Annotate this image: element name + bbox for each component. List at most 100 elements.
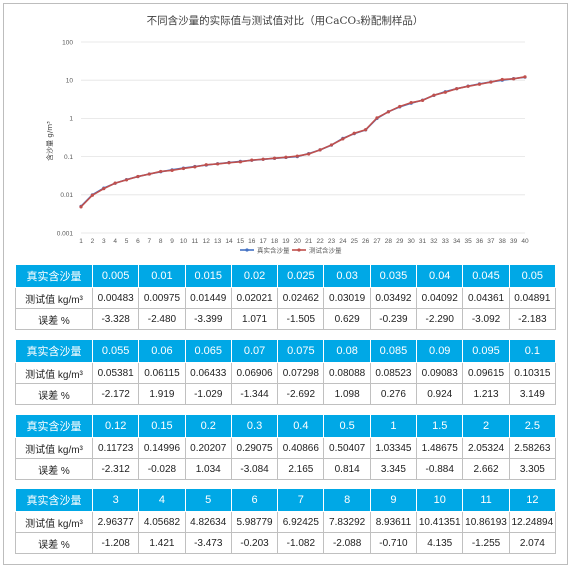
table-cell: -3.399 — [184, 308, 232, 330]
series-line — [80, 76, 526, 207]
y-tick-label: 100 — [62, 39, 73, 46]
table-cell: 0.075 — [277, 339, 325, 363]
table-cell: 0.2 — [184, 414, 232, 438]
table-cell: 0.09615 — [462, 362, 510, 384]
table-cell: 0.055 — [91, 339, 140, 363]
table-cell: -1.255 — [462, 532, 510, 554]
data-point — [124, 178, 129, 182]
table-cell: 4.135 — [416, 532, 464, 554]
table-cell: -1.082 — [277, 532, 325, 554]
y-tick-label: 0.1 — [64, 154, 73, 161]
data-point — [181, 166, 186, 171]
table-cell: 1.213 — [462, 383, 510, 405]
data-point — [216, 162, 220, 166]
table-cell: 0.01449 — [184, 287, 232, 309]
table-cell: -3.328 — [91, 308, 140, 330]
x-tick-label: 38 — [499, 238, 507, 245]
data-point — [352, 131, 356, 135]
data-point — [102, 187, 106, 191]
data-point — [250, 158, 254, 162]
x-tick-label: 33 — [442, 238, 450, 245]
y-tick-label: 0.01 — [60, 192, 73, 199]
table-cell: 0.10315 — [508, 362, 557, 384]
x-tick-label: 20 — [294, 238, 302, 245]
table-cell: 2.05324 — [462, 437, 510, 459]
table-cell: -2.290 — [416, 308, 464, 330]
table-cell: 1.071 — [230, 308, 279, 330]
table-cell: 6.92425 — [277, 511, 325, 533]
table-cell: 7.83292 — [323, 511, 371, 533]
data-point — [90, 193, 94, 197]
row-label: 真实含沙量 — [15, 488, 93, 512]
data-table-2: 真实含沙量 0.055 0.06 0.065 0.07 0.075 0.08 0.085 0.0… — [15, 339, 557, 405]
row-label: 测试值 kg/m³ — [15, 287, 93, 309]
data-point — [443, 90, 447, 94]
row-label: 真实含沙量 — [15, 264, 93, 288]
table-cell: 0.04361 — [462, 287, 510, 309]
table-cell: 0.629 — [323, 308, 371, 330]
table-cell: -1.344 — [230, 383, 279, 405]
table-cell: 2.165 — [277, 458, 325, 480]
x-tick-label: 15 — [237, 238, 245, 245]
x-tick-label: 1 — [79, 238, 83, 245]
table-cell: 0.29075 — [230, 437, 279, 459]
table-cell: 0.40866 — [277, 437, 325, 459]
table-cell: 12 — [508, 488, 557, 512]
table-cell: 2.662 — [462, 458, 510, 480]
table-cell: 7 — [277, 488, 325, 512]
table-cell: 0.05381 — [91, 362, 140, 384]
table-cell: 10.41351 — [416, 511, 464, 533]
table-cell: 0.04092 — [416, 287, 464, 309]
x-tick-label: 21 — [305, 238, 313, 245]
x-tick-label: 28 — [385, 238, 393, 245]
table-cell: -2.088 — [323, 532, 371, 554]
x-tick-label: 14 — [225, 238, 233, 245]
table-cell: 0.06115 — [138, 362, 186, 384]
y-tick-label: 10 — [66, 78, 74, 85]
true-value-row: 真实含沙量 0.005 0.01 0.015 0.02 0.025 0.03 0.035 0.0… — [15, 264, 557, 288]
true-value-row: 真实含沙量 0.055 0.06 0.065 0.07 0.075 0.08 0.085 0.0… — [15, 339, 557, 363]
table-cell: 0.01 — [138, 264, 186, 288]
y-tick-label: 1 — [69, 116, 73, 123]
data-point — [284, 155, 288, 159]
table-cell: 0.02021 — [230, 287, 279, 309]
table-cell: 0.03019 — [323, 287, 371, 309]
table-cell: 0.5 — [323, 414, 371, 438]
y-tick-label: 0.001 — [57, 230, 74, 237]
data-point — [386, 110, 390, 114]
row-label: 测试值 kg/m³ — [15, 511, 93, 533]
legend: 真实含沙量 测试含沙量 — [240, 245, 342, 254]
table-cell: -3.092 — [462, 308, 510, 330]
x-tick-label: 27 — [373, 238, 381, 245]
gridlines — [81, 41, 525, 234]
data-point — [409, 101, 413, 105]
table-cell: 0.08088 — [323, 362, 371, 384]
table-cell: 0.08523 — [369, 362, 418, 384]
data-point — [477, 82, 482, 86]
data-point — [489, 80, 493, 84]
data-point — [113, 181, 117, 185]
table-cell: 0.065 — [184, 339, 232, 363]
table-cell: 0.814 — [323, 458, 371, 480]
data-point — [295, 154, 299, 158]
x-tick-label: 31 — [419, 238, 427, 245]
table-cell: 0.02 — [230, 264, 279, 288]
x-tick-label: 32 — [430, 238, 438, 245]
error-row: 误差 % -1.208 1.421 -3.473 -0.203 -1.082 -2.088-… — [15, 532, 557, 554]
row-label: 测试值 kg/m³ — [15, 362, 93, 384]
x-tick-label: 23 — [328, 238, 336, 245]
x-tick-label: 5 — [125, 238, 129, 245]
series-1 — [79, 75, 527, 208]
x-tick-label: 37 — [487, 238, 495, 245]
x-tick-label: 8 — [159, 238, 163, 245]
x-tick-label: 30 — [408, 238, 416, 245]
data-point — [455, 87, 459, 91]
table-cell: -1.505 — [277, 308, 325, 330]
row-label: 真实含沙量 — [15, 414, 93, 438]
table-cell: 1.421 — [138, 532, 186, 554]
table-cell: 2 — [462, 414, 510, 438]
table-cell: 0.09 — [416, 339, 464, 363]
true-value-row: 真实含沙量 3 4 5 6 7 8 9 10 11 12 — [15, 488, 557, 512]
series-line — [80, 76, 526, 208]
table-cell: -0.028 — [138, 458, 186, 480]
